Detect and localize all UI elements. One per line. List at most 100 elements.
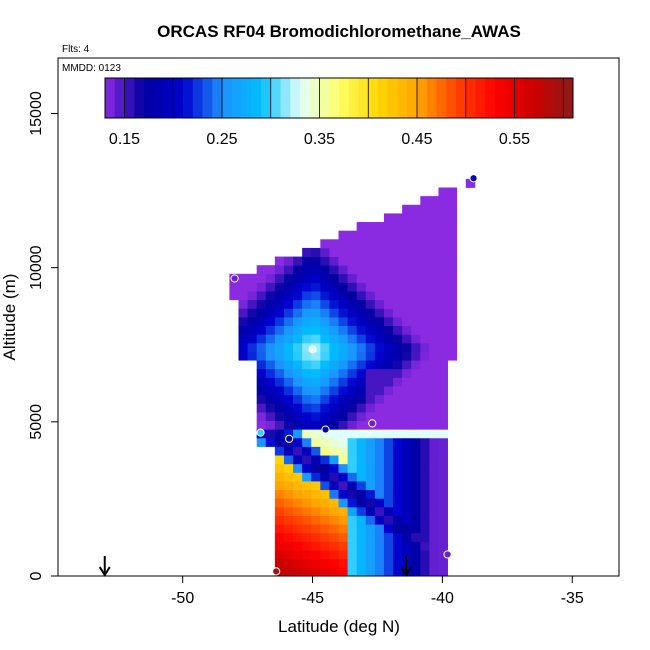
heatmap-cell-331 bbox=[338, 558, 348, 568]
heatmap-cell-215 bbox=[311, 558, 321, 568]
heatmap-cell-261 bbox=[320, 489, 330, 499]
heatmap-cell-38 bbox=[256, 308, 267, 318]
heatmap-cell-680 bbox=[411, 394, 421, 404]
colorbar-segment-34 bbox=[436, 78, 447, 118]
sample-marker-3 bbox=[285, 434, 294, 443]
heatmap-cell-725 bbox=[420, 377, 430, 387]
colorbar: 0.15 0.25 0.35 0.45 0.55 bbox=[104, 77, 574, 148]
heatmap-cell-779 bbox=[429, 291, 439, 301]
heatmap-cell-567 bbox=[383, 273, 394, 283]
heatmap-cell-513 bbox=[374, 386, 385, 396]
heatmap-cell-637 bbox=[402, 394, 412, 404]
heatmap-cell-35 bbox=[256, 334, 267, 344]
heatmap-cell-757 bbox=[429, 481, 439, 491]
heatmap-cell-625 bbox=[402, 498, 412, 508]
heatmap-cell-509 bbox=[374, 420, 385, 430]
heatmap-cell-258 bbox=[320, 515, 330, 525]
heatmap-cell-243 bbox=[311, 317, 321, 327]
heatmap-cell-250 bbox=[311, 256, 321, 266]
heatmap-cell-501 bbox=[374, 489, 385, 499]
heatmap-cell-19 bbox=[247, 299, 258, 309]
heatmap-cell-795 bbox=[438, 532, 448, 542]
heatmap-cell-399 bbox=[347, 317, 358, 327]
heatmap-cell-716 bbox=[420, 455, 430, 465]
heatmap-cell-82 bbox=[274, 420, 285, 430]
heatmap-cell-428 bbox=[356, 411, 367, 421]
heatmap-cell-448 bbox=[356, 239, 367, 249]
heatmap-cell-692 bbox=[411, 291, 421, 301]
heatmap-cell-219 bbox=[311, 524, 321, 534]
heatmap-cell-663 bbox=[411, 541, 421, 551]
heatmap-cell-131 bbox=[283, 317, 294, 327]
colorbar-segment-37 bbox=[465, 78, 476, 118]
heatmap-cell-99 bbox=[274, 273, 285, 283]
heatmap-cell-79 bbox=[274, 446, 285, 456]
heatmap-cell-813 bbox=[438, 377, 448, 387]
heatmap-cell-666 bbox=[411, 515, 421, 525]
heatmap-cell-733 bbox=[420, 308, 430, 318]
heatmap-cell-494 bbox=[374, 550, 385, 560]
heatmap-cell-642 bbox=[402, 351, 412, 361]
heatmap-cell-818 bbox=[438, 334, 448, 344]
heatmap-cell-137 bbox=[283, 265, 294, 275]
heatmap-cell-218 bbox=[311, 532, 321, 542]
heatmap-cell-669 bbox=[411, 489, 421, 499]
heatmap-cell-371 bbox=[347, 558, 358, 568]
colorbar-segment-26 bbox=[358, 78, 369, 118]
heatmap-cell-325 bbox=[329, 273, 339, 283]
heatmap-cell-453 bbox=[365, 550, 376, 560]
heatmap-cell-27 bbox=[256, 403, 267, 413]
heatmap-cell-119 bbox=[283, 420, 294, 430]
heatmap-cell-827 bbox=[438, 256, 448, 266]
heatmap-cell-826 bbox=[438, 265, 448, 275]
heatmap-cell-86 bbox=[274, 386, 285, 396]
heatmap-cell-674 bbox=[411, 446, 421, 456]
heatmap-cell-652 bbox=[402, 265, 412, 275]
heatmap-cell-752 bbox=[429, 524, 439, 534]
heatmap-cell-264 bbox=[320, 463, 330, 473]
heatmap-cell-805 bbox=[438, 446, 448, 456]
heatmap-cell-452 bbox=[365, 558, 376, 568]
heatmap-cell-436 bbox=[356, 342, 367, 352]
heatmap-cell-281 bbox=[320, 317, 330, 327]
heatmap-cell-98 bbox=[274, 282, 285, 292]
heatmap-cell-376 bbox=[347, 515, 358, 525]
heatmap-cell-143 bbox=[293, 532, 303, 542]
heatmap-cell-260 bbox=[320, 498, 330, 508]
heatmap-cell-520 bbox=[374, 325, 385, 335]
heatmap-cell-599 bbox=[393, 360, 403, 370]
heatmap-cell-242 bbox=[311, 325, 321, 335]
heatmap-cell-105 bbox=[283, 541, 294, 551]
heatmap-cell-14 bbox=[247, 342, 258, 352]
heatmap-cell-177 bbox=[302, 558, 312, 568]
heatmap-cell-488 bbox=[365, 247, 376, 257]
heatmap-cell-63 bbox=[265, 273, 276, 283]
heatmap-cell-335 bbox=[338, 524, 348, 534]
heatmap-cell-462 bbox=[365, 472, 376, 482]
heatmap-cell-481 bbox=[365, 308, 376, 318]
colorbar-segment-25 bbox=[348, 78, 359, 118]
heatmap-cell-700 bbox=[411, 222, 421, 232]
heatmap-cell-375 bbox=[347, 524, 358, 534]
heatmap-cell-681 bbox=[411, 386, 421, 396]
heatmap-cell-96 bbox=[274, 299, 285, 309]
heatmap-cell-267 bbox=[320, 437, 330, 447]
heatmap-cell-470 bbox=[365, 403, 376, 413]
heatmap-cell-326 bbox=[329, 265, 339, 275]
heatmap-cell-821 bbox=[438, 308, 448, 318]
heatmap-cell-726 bbox=[420, 368, 430, 378]
heatmap-cell-384 bbox=[347, 446, 358, 456]
heatmap-cell-278 bbox=[320, 342, 330, 352]
heatmap-cell-712 bbox=[420, 489, 430, 499]
heatmap-cell-595 bbox=[393, 394, 403, 404]
heatmap-cell-340 bbox=[338, 481, 348, 491]
heatmap-cell-521 bbox=[374, 317, 385, 327]
heatmap-cell-308 bbox=[329, 420, 339, 430]
heatmap-cell-355 bbox=[338, 351, 348, 361]
heatmap-cell-561 bbox=[383, 325, 394, 335]
heatmap-cell-440 bbox=[356, 308, 367, 318]
heatmap-cell-321 bbox=[329, 308, 339, 318]
heatmap-cell-566 bbox=[383, 282, 394, 292]
heatmap-cell-246 bbox=[311, 291, 321, 301]
heatmap-cell-239 bbox=[311, 351, 321, 361]
